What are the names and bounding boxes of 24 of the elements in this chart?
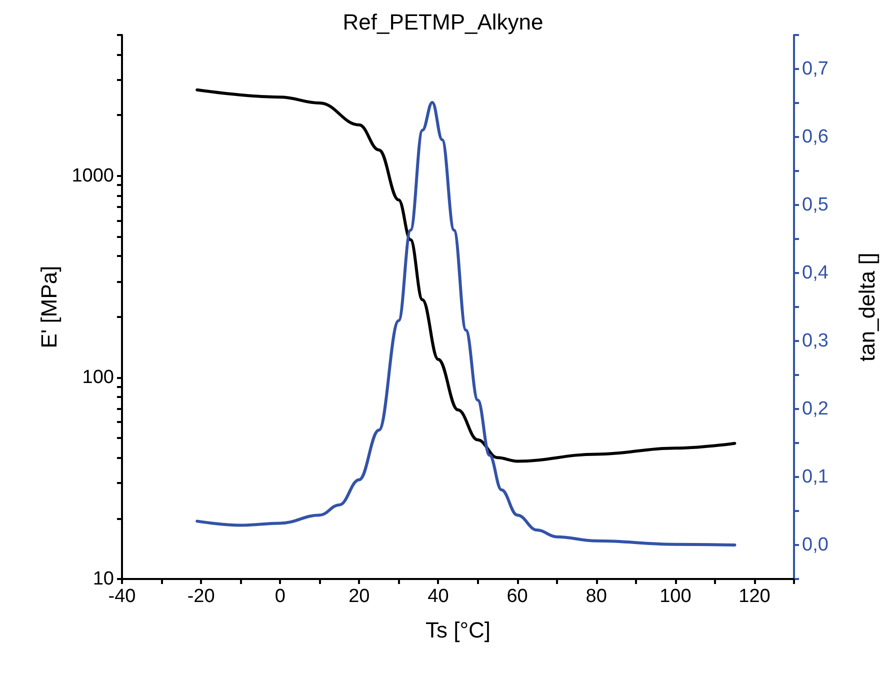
y2-tick-label: 0,6 (802, 126, 828, 148)
x-tick-label: 120 (738, 586, 770, 607)
line-series (196, 100, 736, 546)
y2-tick-label: 0,3 (802, 330, 828, 352)
y2-tick-label: 0,2 (802, 398, 828, 420)
y2-tick-label: 0,5 (802, 194, 828, 216)
y2-tick-label: 0,7 (802, 58, 828, 80)
x-tick-label: 80 (586, 586, 607, 607)
x-tick-label: 40 (428, 586, 449, 607)
y2-tick-label: 0,4 (802, 262, 829, 284)
y-tick-label: 1000 (72, 165, 114, 186)
chart-title: Ref_PETMP_Alkyne (342, 10, 544, 34)
line-series (196, 88, 736, 463)
y-tick-label: 100 (82, 366, 114, 388)
x-tick-label: 0 (274, 586, 286, 607)
y2-tick-label: 0,1 (802, 466, 828, 488)
x-tick-label: 20 (348, 586, 370, 607)
y-axis-title: E' [MPa] (36, 266, 62, 348)
y2-axis-title: tan_delta [] (854, 252, 880, 362)
x-tick-label: 60 (506, 586, 528, 607)
x-tick-label: -20 (187, 586, 215, 607)
y2-tick-label: 0,0 (802, 534, 828, 556)
x-axis-title: Ts [°C] (425, 618, 491, 642)
x-tick-label: 100 (660, 586, 692, 607)
